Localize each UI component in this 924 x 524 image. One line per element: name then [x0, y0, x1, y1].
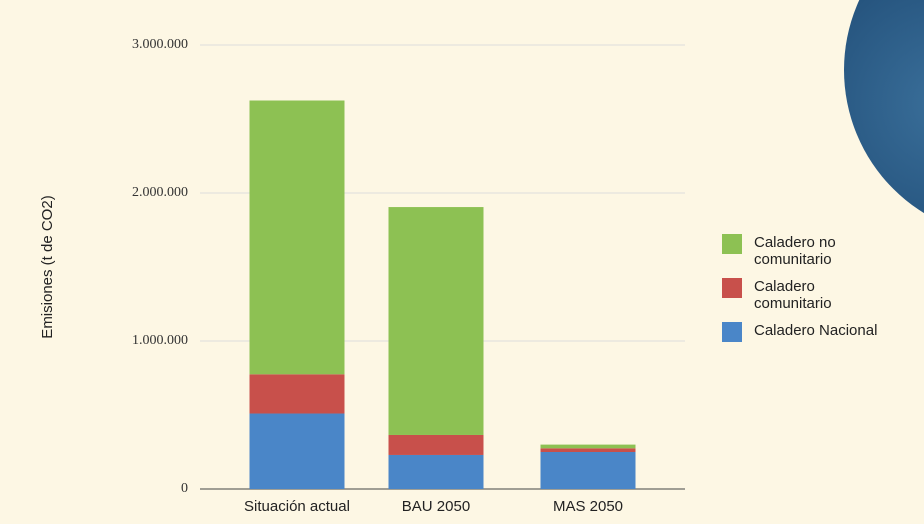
- y-tick-label: 1.000.000: [132, 333, 188, 348]
- x-tick-label: Situación actual: [244, 498, 350, 515]
- y-axis-label: Emisiones (t de CO2): [39, 195, 56, 338]
- legend-item: Caladero comunitario: [722, 278, 924, 312]
- legend-label: Caladero no comunitario: [754, 234, 836, 268]
- bar-segment: [388, 434, 484, 455]
- y-tick-label: 2.000.000: [132, 185, 188, 200]
- legend-swatch: [722, 278, 742, 298]
- bar-segment: [388, 207, 484, 435]
- bar-segment: [388, 454, 484, 489]
- bar-segment: [540, 444, 636, 449]
- x-tick-label: BAU 2050: [402, 498, 470, 515]
- legend-label: Caladero comunitario: [754, 278, 832, 312]
- legend-item: Caladero Nacional: [722, 322, 924, 342]
- legend-item: Caladero no comunitario: [722, 234, 924, 268]
- legend: Caladero no comunitario Caladero comunita…: [722, 234, 924, 352]
- y-tick-label: 3.000.000: [132, 37, 188, 52]
- photo-circle: [844, 0, 924, 214]
- bar-segment: [249, 374, 345, 414]
- legend-label: Caladero Nacional: [754, 322, 878, 339]
- y-tick-label: 0: [181, 481, 188, 496]
- bar-segment: [540, 448, 636, 452]
- legend-swatch: [722, 322, 742, 342]
- legend-swatch: [722, 234, 742, 254]
- x-tick-label: MAS 2050: [553, 498, 623, 515]
- bar-segment: [249, 100, 345, 375]
- bar-segment: [540, 452, 636, 489]
- bar-segment: [249, 413, 345, 489]
